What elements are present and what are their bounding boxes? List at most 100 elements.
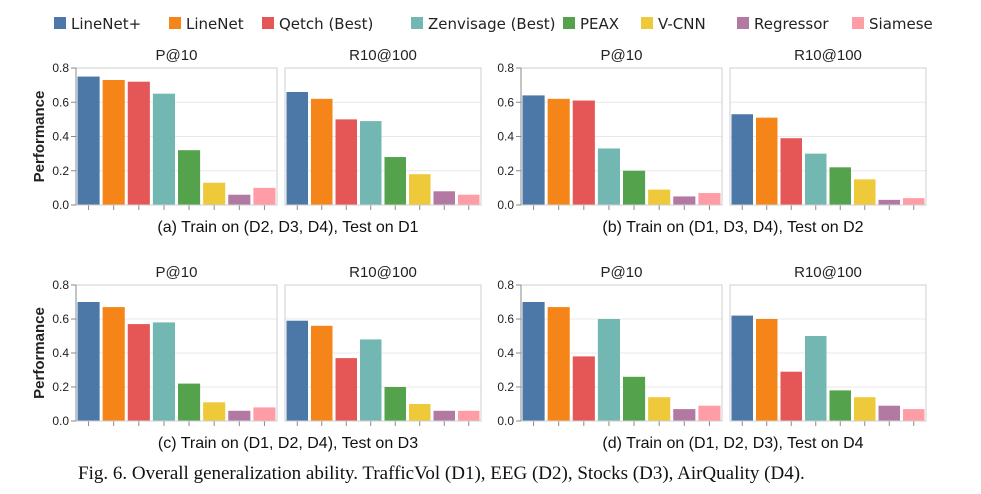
figure-caption: Fig. 6. Overall generalization ability. … bbox=[78, 463, 805, 484]
bar bbox=[203, 182, 226, 205]
bar bbox=[384, 387, 406, 421]
chart-group: P@10 0.0 0.2 0.4 0.6 0.8 Performance R10@100 (a)… bbox=[31, 47, 482, 236]
bar bbox=[731, 114, 753, 205]
bar bbox=[698, 405, 721, 421]
legend-swatch bbox=[411, 17, 423, 29]
bar bbox=[547, 98, 570, 205]
chart-panel: P@10 0.0 0.2 0.4 0.6 0.8 Performance bbox=[31, 47, 278, 212]
bar bbox=[458, 194, 480, 205]
y-tick-label: 0.0 bbox=[52, 414, 69, 428]
y-tick-label: 0.8 bbox=[497, 278, 514, 292]
bar bbox=[253, 187, 276, 205]
y-axis-label: Performance bbox=[31, 307, 48, 399]
bar bbox=[673, 409, 696, 421]
bar bbox=[203, 402, 226, 421]
bar bbox=[335, 358, 357, 421]
bar bbox=[433, 191, 455, 205]
panel-title: R10@100 bbox=[349, 264, 417, 281]
bar bbox=[829, 390, 851, 421]
bar bbox=[903, 198, 925, 205]
panel-title: R10@100 bbox=[349, 47, 417, 64]
chart-group: P@10 0.0 0.2 0.4 0.6 0.8 R10@100 (b) Train on (… bbox=[497, 47, 927, 236]
bar bbox=[178, 150, 201, 205]
panel-frame bbox=[729, 67, 927, 206]
bar bbox=[360, 339, 382, 421]
panel-title: P@10 bbox=[156, 47, 198, 64]
bar bbox=[311, 325, 333, 421]
bar bbox=[854, 179, 876, 205]
subfigure-caption: (c) Train on (D1, D2, D4), Test on D3 bbox=[158, 435, 418, 452]
chart-panel: P@10 0.0 0.2 0.4 0.6 0.8 Performance bbox=[31, 264, 278, 428]
legend-swatch bbox=[737, 17, 749, 29]
bar bbox=[228, 410, 251, 421]
bar bbox=[572, 100, 595, 205]
panel-title: P@10 bbox=[601, 264, 643, 281]
chart-panel: P@10 0.0 0.2 0.4 0.6 0.8 bbox=[497, 47, 723, 212]
y-tick-label: 0.6 bbox=[52, 95, 69, 109]
bar bbox=[805, 153, 827, 205]
legend-label: LineNet+ bbox=[71, 15, 141, 33]
bar bbox=[805, 336, 827, 421]
bar bbox=[522, 302, 545, 421]
bar bbox=[102, 79, 125, 205]
y-tick-label: 0.2 bbox=[52, 380, 69, 394]
bar bbox=[648, 189, 671, 205]
legend-label: Qetch (Best) bbox=[279, 15, 373, 33]
bar bbox=[756, 319, 778, 421]
bar bbox=[731, 315, 753, 421]
panel-frame bbox=[729, 284, 927, 422]
panel-title: R10@100 bbox=[794, 264, 862, 281]
legend-label: LineNet bbox=[186, 15, 244, 33]
panel-frame bbox=[284, 284, 482, 422]
legend-swatch bbox=[169, 17, 181, 29]
bar bbox=[360, 121, 382, 205]
legend-label: Siamese bbox=[869, 15, 933, 33]
bar bbox=[572, 356, 595, 421]
bar bbox=[77, 76, 100, 205]
subfigure-caption: (b) Train on (D1, D3, D4), Test on D2 bbox=[602, 219, 863, 236]
bar bbox=[756, 117, 778, 205]
bar bbox=[458, 410, 480, 421]
y-tick-label: 0.6 bbox=[52, 312, 69, 326]
y-tick-label: 0.6 bbox=[497, 95, 514, 109]
y-tick-label: 0.8 bbox=[497, 61, 514, 75]
bar bbox=[780, 371, 802, 421]
chart-panel: R10@100 bbox=[729, 47, 927, 210]
chart-group: P@10 0.0 0.2 0.4 0.6 0.8 R10@100 (d) Train on (… bbox=[497, 264, 927, 452]
bar bbox=[903, 409, 925, 421]
bar bbox=[178, 383, 201, 421]
bar bbox=[673, 196, 696, 205]
chart-groups: P@10 0.0 0.2 0.4 0.6 0.8 Performance R10@100 (a)… bbox=[31, 47, 927, 452]
legend-swatch bbox=[54, 17, 66, 29]
chart-panel: R10@100 bbox=[284, 264, 482, 426]
legend: LineNet+ LineNet Qetch (Best) Zenvisage (Be… bbox=[54, 15, 933, 33]
y-tick-label: 0.6 bbox=[497, 312, 514, 326]
chart-group: P@10 0.0 0.2 0.4 0.6 0.8 Performance R10@100 (c)… bbox=[31, 264, 482, 452]
legend-label: PEAX bbox=[580, 15, 619, 33]
panel-title: P@10 bbox=[601, 47, 643, 64]
y-tick-label: 0.0 bbox=[52, 198, 69, 212]
panel-title: P@10 bbox=[156, 264, 198, 281]
y-tick-label: 0.4 bbox=[52, 130, 69, 144]
bar bbox=[311, 98, 333, 205]
bar bbox=[878, 405, 900, 421]
bar bbox=[522, 95, 545, 205]
y-tick-label: 0.0 bbox=[497, 414, 514, 428]
subfigure-caption: (a) Train on (D2, D3, D4), Test on D1 bbox=[157, 219, 418, 236]
bar bbox=[286, 320, 308, 421]
chart-panel: R10@100 bbox=[729, 264, 927, 426]
bar bbox=[102, 307, 125, 421]
legend-label: Zenvisage (Best) bbox=[428, 15, 556, 33]
chart-panel: R10@100 bbox=[284, 47, 482, 210]
bar bbox=[152, 93, 175, 205]
bar bbox=[286, 91, 308, 205]
y-tick-label: 0.4 bbox=[497, 346, 514, 360]
bar bbox=[878, 199, 900, 205]
y-tick-label: 0.2 bbox=[52, 164, 69, 178]
bar bbox=[253, 407, 276, 421]
y-tick-label: 0.2 bbox=[497, 380, 514, 394]
bar bbox=[409, 404, 431, 421]
bar bbox=[780, 138, 802, 205]
bar bbox=[409, 174, 431, 205]
